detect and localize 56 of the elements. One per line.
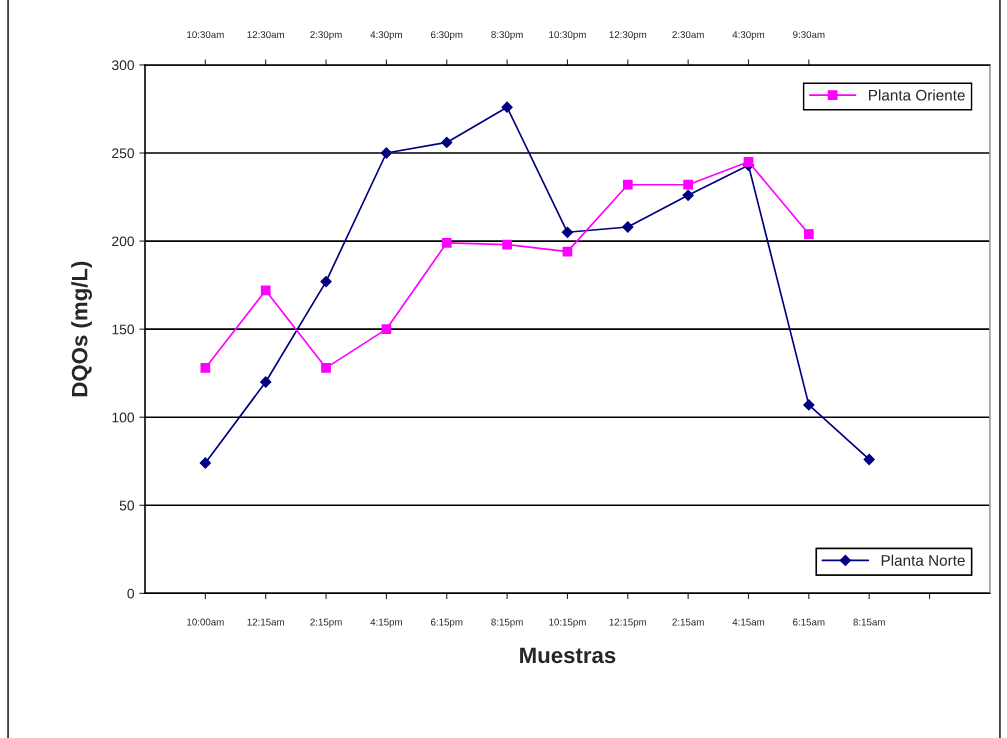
point	[441, 136, 453, 149]
x-tick-label: 8:15am	[853, 618, 885, 626]
x-axis-title: Muestras	[520, 647, 616, 664]
point	[803, 229, 814, 239]
x-tick-label: 8:15pm	[491, 618, 523, 628]
point	[682, 189, 694, 201]
x-tick-label: 10:00am	[187, 618, 224, 626]
point	[743, 156, 754, 167]
text: 6:30pm	[431, 31, 463, 40]
text: 4:30pm	[370, 31, 402, 40]
point	[199, 457, 211, 469]
x-tick-label: 2:15pm	[310, 618, 342, 628]
point	[441, 237, 452, 248]
text: 10:30am	[187, 31, 224, 39]
y-tick-label: 50	[119, 500, 135, 511]
text: 10:30pm	[549, 31, 586, 40]
point	[562, 246, 573, 257]
text: 12:30am	[247, 31, 284, 39]
point	[260, 376, 272, 388]
point	[321, 363, 331, 373]
point	[200, 363, 211, 373]
point	[380, 147, 393, 159]
y-axis-title: DQOs (mg/L)	[71, 261, 92, 397]
text: 4:30pm	[732, 31, 765, 40]
legend-label: Planta Norte	[881, 554, 965, 566]
x-tick-label: 4:15am	[732, 618, 765, 626]
text: 8:30pm	[491, 31, 523, 40]
x-tick-label: 2:15am	[672, 618, 704, 626]
point	[320, 275, 332, 288]
x-tick-label: 12:15am	[247, 618, 284, 626]
point	[803, 399, 815, 411]
x-tick-label: 10:15pm	[549, 618, 586, 628]
point	[863, 453, 875, 466]
point	[622, 179, 633, 190]
point	[561, 226, 574, 238]
point	[501, 101, 513, 113]
point	[683, 179, 694, 190]
point	[502, 239, 512, 250]
legend-label: Planta Oriente	[869, 89, 965, 101]
text: 9:30am	[793, 31, 825, 39]
y-tick-label: 150	[112, 324, 135, 335]
x-tick-label: 12:15pm	[609, 618, 647, 628]
text: 2:30pm	[310, 31, 342, 40]
y-tick-label: 0	[127, 588, 135, 599]
y-tick-label: 300	[111, 60, 135, 71]
text: 12:30pm	[609, 31, 647, 40]
x-tick-label: 4:15pm	[370, 618, 402, 628]
y-tick-label: 250	[112, 148, 135, 159]
text: 2:30am	[672, 31, 704, 39]
point	[260, 285, 271, 296]
y-tick-label: 100	[112, 412, 135, 423]
y-tick-label: 200	[112, 236, 135, 247]
x-tick-label: 6:15pm	[431, 618, 463, 628]
point	[622, 221, 634, 233]
point	[381, 324, 392, 335]
x-tick-label: 6:15am	[793, 618, 825, 626]
